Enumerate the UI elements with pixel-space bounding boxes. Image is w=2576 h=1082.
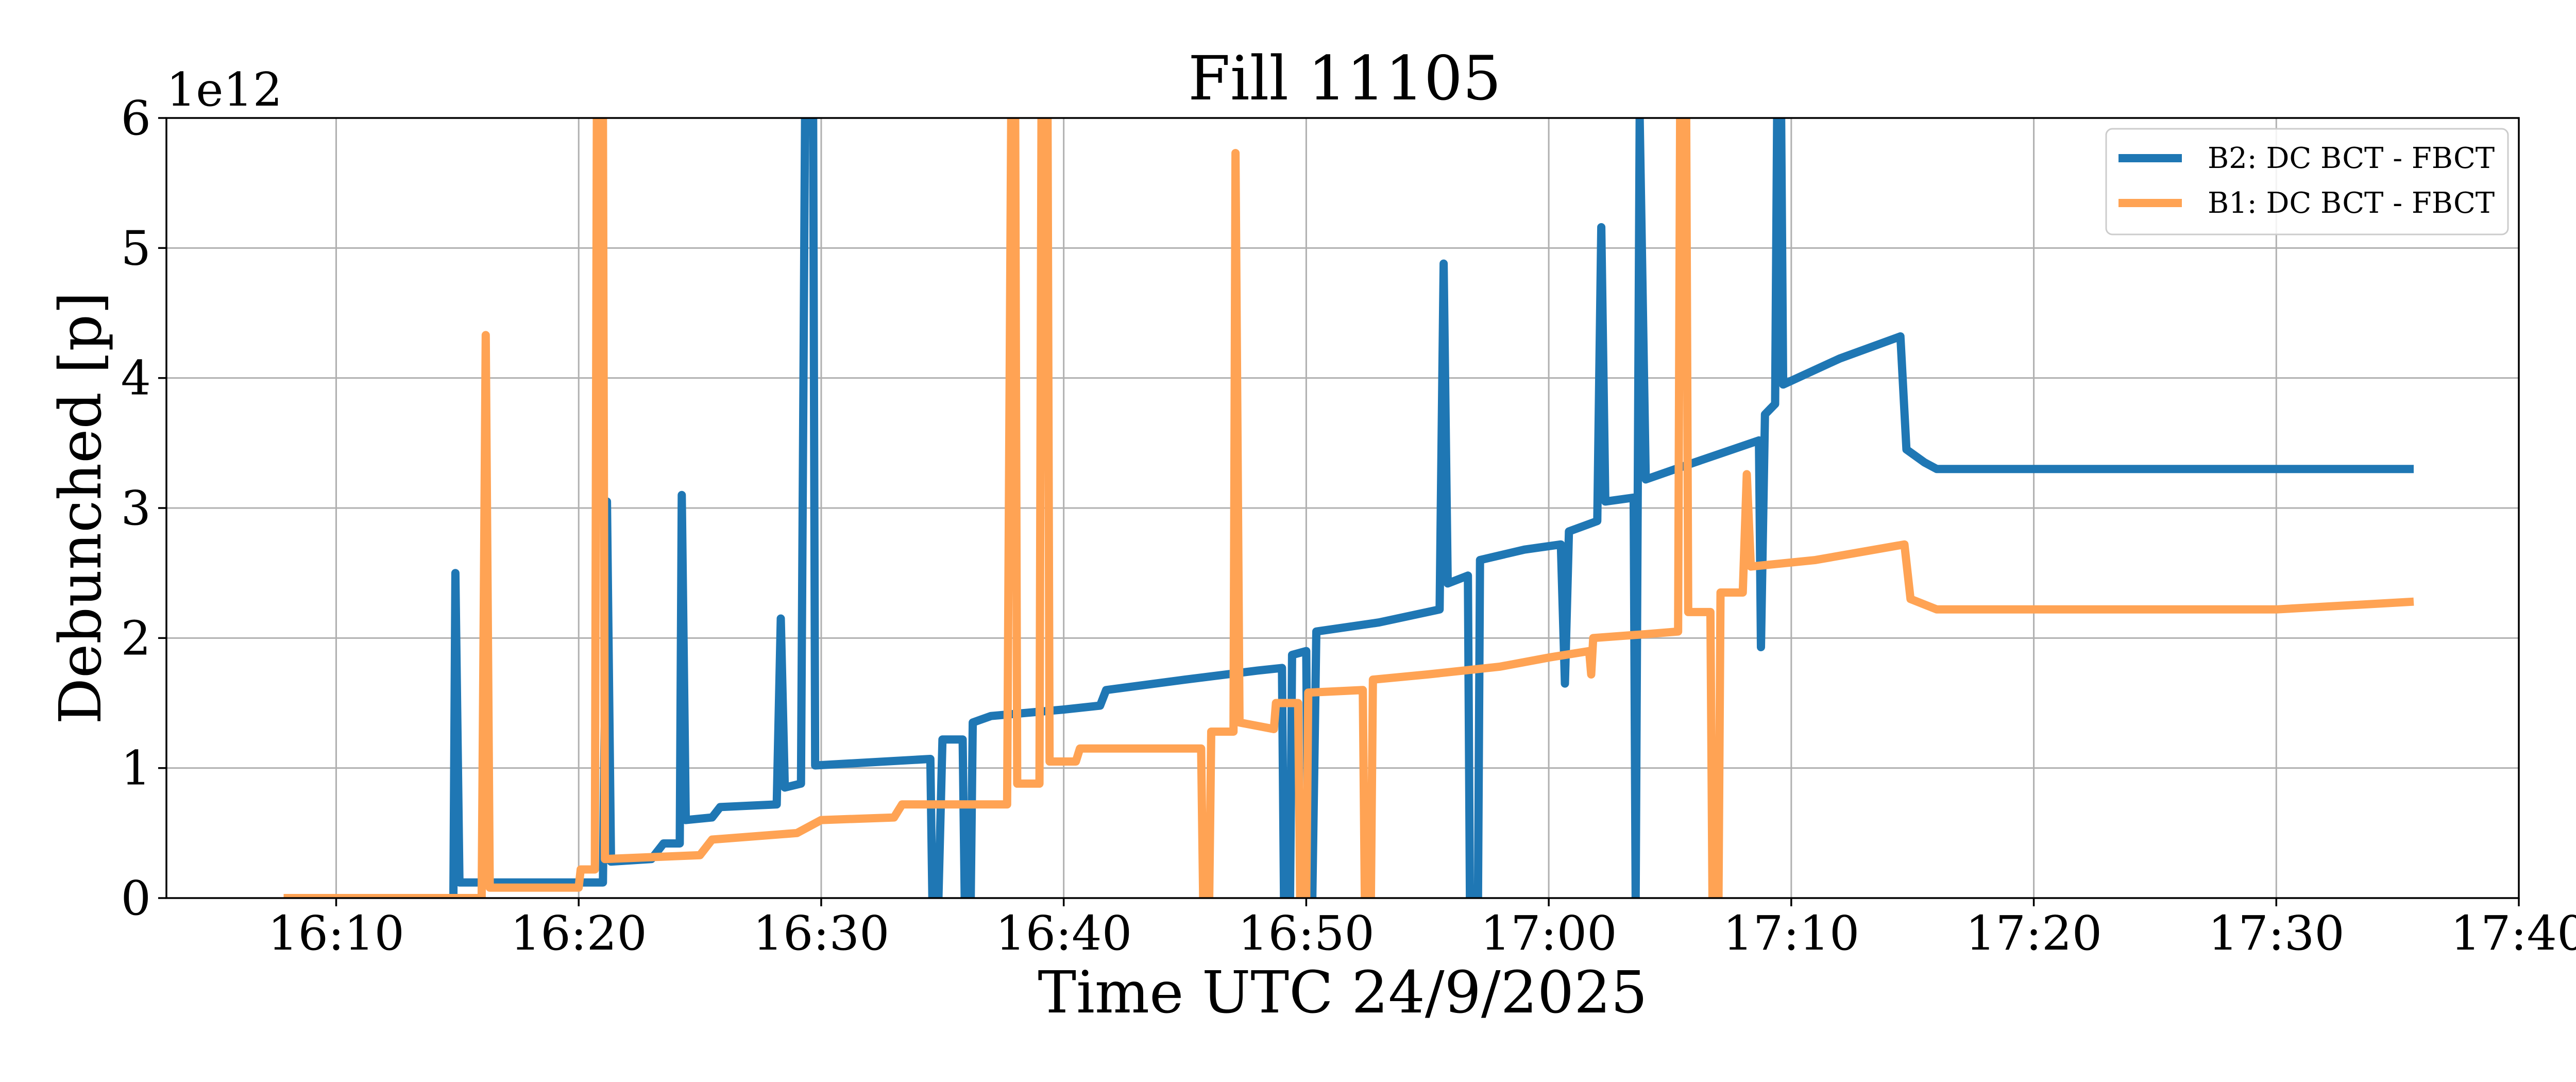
y-tick-label: 0 — [121, 871, 151, 926]
y-axis-label: Debunched [p] — [47, 292, 114, 724]
legend: B2: DC BCT - FBCT B1: DC BCT - FBCT — [2105, 128, 2509, 235]
x-tick-label: 16:50 — [1238, 906, 1375, 961]
x-tick-label: 17:20 — [1965, 906, 2102, 961]
y-tick-label: 2 — [121, 611, 151, 666]
y-tick-label: 6 — [121, 91, 151, 146]
plot-area — [283, 118, 2414, 898]
y-tick-label: 5 — [121, 221, 151, 276]
y-tick-label: 3 — [121, 481, 151, 536]
legend-label-b2: B2: DC BCT - FBCT — [2208, 142, 2495, 175]
legend-label-b1: B1: DC BCT - FBCT — [2208, 187, 2495, 220]
y-offset-label: 1e12 — [166, 63, 282, 117]
x-tick-label: 16:30 — [753, 906, 889, 961]
x-tick-label: 16:20 — [511, 906, 647, 961]
legend-box — [2105, 128, 2509, 235]
x-tick-label: 16:10 — [268, 906, 404, 961]
x-axis: 16:10 16:20 16:30 16:40 16:50 17:00 17:10 17:20… — [268, 898, 2576, 961]
x-tick-label: 16:40 — [995, 906, 1132, 961]
x-tick-label: 17:40 — [2450, 906, 2576, 961]
y-tick-label: 1 — [121, 741, 151, 796]
x-axis-label: Time UTC 24/9/2025 — [1038, 959, 1647, 1026]
y-tick-label: 4 — [121, 351, 151, 406]
chart-title: Fill 11105 — [1188, 43, 1501, 114]
x-tick-label: 17:30 — [2208, 906, 2345, 961]
y-axis: 0 1 2 3 4 5 6 — [121, 91, 166, 926]
series-b2-line — [283, 118, 2414, 898]
series-b1-line — [283, 118, 2414, 898]
x-tick-label: 17:00 — [1481, 906, 1617, 961]
x-tick-label: 17:10 — [1723, 906, 1859, 961]
